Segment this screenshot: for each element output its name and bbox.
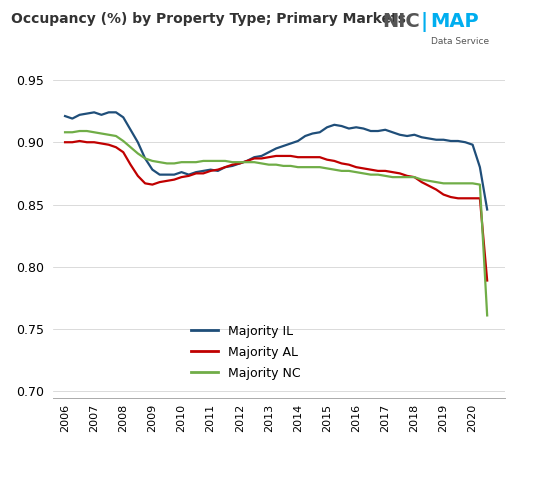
Text: |: | [420, 12, 427, 32]
Text: Data Service: Data Service [431, 37, 489, 46]
Text: NIC: NIC [382, 12, 420, 31]
Text: Occupancy (%) by Property Type; Primary Markets: Occupancy (%) by Property Type; Primary … [11, 12, 405, 26]
Legend: Majority IL, Majority AL, Majority NC: Majority IL, Majority AL, Majority NC [186, 320, 306, 385]
Text: MAP: MAP [430, 12, 478, 31]
